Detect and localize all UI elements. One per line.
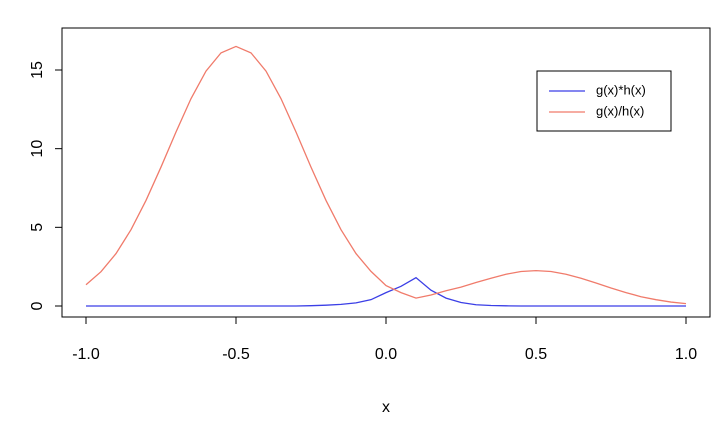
x-tick-label: -1.0 xyxy=(72,346,100,363)
x-tick-label: 0.5 xyxy=(525,346,547,363)
y-tick-label: 0 xyxy=(29,301,46,310)
legend-label: g(x)*h(x) xyxy=(596,82,646,97)
legend-box xyxy=(536,70,672,132)
y-tick-label: 15 xyxy=(29,61,46,79)
x-tick-label: 1.0 xyxy=(675,346,697,363)
y-tick-label: 10 xyxy=(29,140,46,158)
x-tick-label: -0.5 xyxy=(222,346,250,363)
x-axis-label: x xyxy=(382,399,390,416)
x-tick-label: 0.0 xyxy=(375,346,397,363)
y-tick-label: 5 xyxy=(29,223,46,232)
series-line xyxy=(85,45,687,305)
legend-label: g(x)/h(x) xyxy=(596,103,644,118)
series-line xyxy=(86,276,686,307)
